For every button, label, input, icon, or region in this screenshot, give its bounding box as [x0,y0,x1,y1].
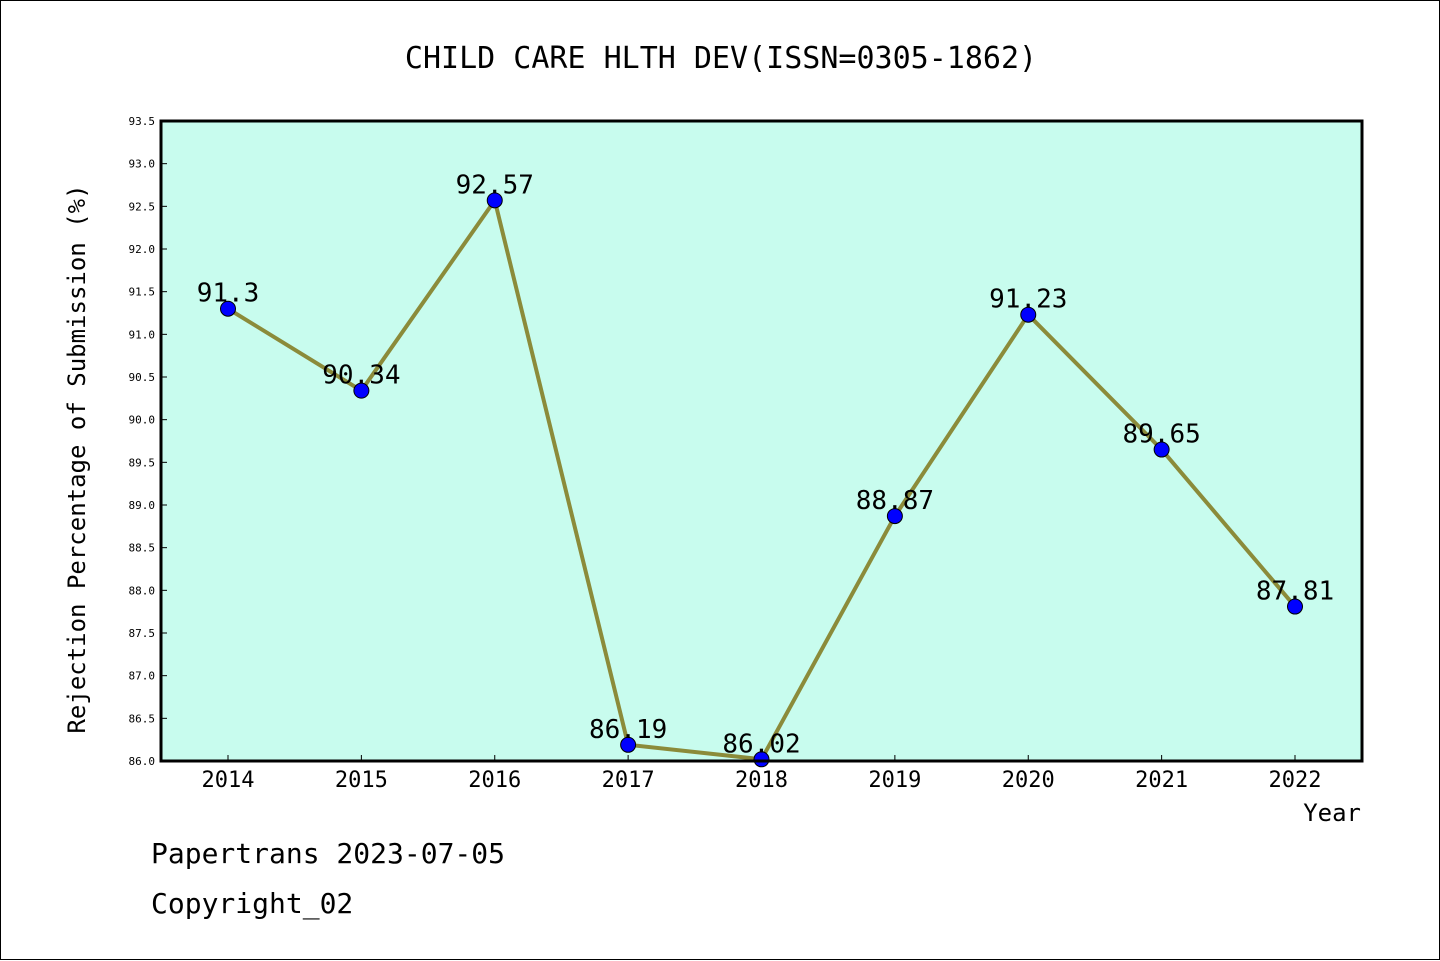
x-tick-label: 2021 [1135,768,1188,793]
data-label: 90.34 [322,361,400,391]
y-tick-label: 93.5 [129,115,156,128]
data-label: 92.57 [456,170,534,200]
y-tick-label: 86.5 [129,712,156,725]
x-tick-label: 2014 [202,768,255,793]
x-tick-label: 2015 [335,768,388,793]
data-label: 87.81 [1256,577,1334,607]
y-tick-label: 91.5 [129,286,156,299]
data-point [886,508,903,525]
y-tick-label: 93.0 [129,158,156,171]
plot-area [161,121,1362,761]
data-label: 86.02 [722,729,800,759]
data-point [220,300,236,317]
y-tick-label: 88.5 [129,542,156,555]
x-tick-label: 2022 [1269,768,1322,793]
data-label: 88.87 [856,486,934,516]
data-point [486,192,503,209]
data-label: 89.65 [1122,420,1200,450]
data-point [1287,598,1303,615]
y-tick-label: 90.5 [129,371,156,384]
y-tick-label: 89.5 [129,456,156,469]
y-tick-label: 92.5 [129,200,156,213]
data-point [353,382,370,399]
data-label: 91.23 [989,285,1067,315]
x-tick-label: 2018 [735,768,788,793]
x-axis-label: Year [1303,799,1361,827]
y-tick-label: 86.0 [129,755,156,768]
x-tick-label: 2016 [468,768,521,793]
x-axis: 2014 2015 2016 2017 2018 2019 2020 2021 2022 [202,755,1322,793]
chart-title: CHILD CARE HLTH DEV(ISSN=0305-1862) [405,41,1037,76]
data-point [620,736,637,753]
data-label: 91.3 [197,279,260,309]
y-tick-label: 87.5 [129,627,156,640]
data-point [753,751,770,768]
plot-border [159,119,1364,763]
footer-copyright: Copyright_02 [151,887,354,920]
footer-date: Papertrans 2023-07-05 [151,837,506,870]
data-point [1020,306,1037,323]
y-tick-label: 87.0 [129,670,156,683]
data-label: 86.19 [589,715,667,745]
y-tick-label: 88.0 [129,584,156,597]
y-tick-label: 91.0 [129,328,156,341]
y-tick-label: 89.0 [129,499,156,512]
y-tick-label: 92.0 [129,243,156,256]
x-tick-label: 2019 [868,768,921,793]
series-layer: 91.3 90.34 92.57 86.19 86.02 88.87 91.23 89.65 8… [197,170,1334,768]
x-tick-label: 2020 [1002,768,1055,793]
data-point [1153,441,1170,458]
y-axis-label: Rejection Percentage of Submission (%) [63,184,91,733]
x-tick-label: 2017 [602,768,655,793]
y-tick-label: 90.0 [129,414,156,427]
y-axis: 86.0 86.5 87.0 87.5 88.0 88.5 89.0 89.5 90.0 90.5… [129,115,167,768]
